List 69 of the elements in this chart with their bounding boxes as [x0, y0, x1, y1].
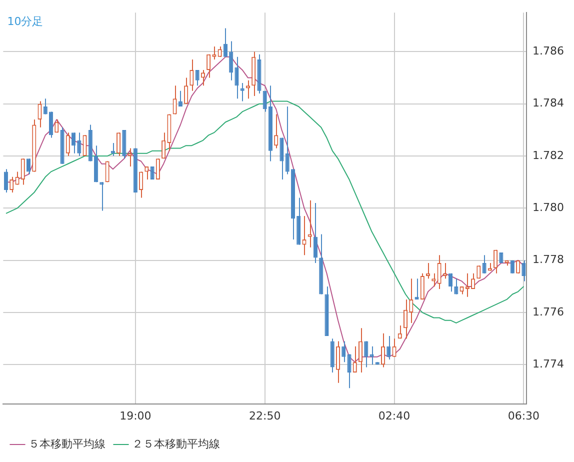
y-tick-label: 1.782: [532, 148, 564, 162]
candlestick: [66, 132, 70, 157]
candlestick: [4, 168, 8, 194]
legend-label: ５本移動平均線: [28, 437, 106, 450]
candlestick: [234, 56, 239, 100]
candlestick: [482, 254, 486, 274]
x-tick-label: 19:00: [120, 409, 152, 422]
candlestick: [206, 54, 211, 78]
candlestick: [285, 106, 290, 175]
x-tick-label: 06:30: [508, 409, 540, 422]
candlestick: [494, 249, 498, 274]
candlestick: [54, 119, 59, 134]
candlestick: [72, 132, 76, 154]
candlestick: [262, 90, 267, 112]
candlestick: [386, 335, 391, 360]
candlestick: [10, 176, 14, 194]
candlestick: [392, 338, 396, 358]
candlestick: [77, 132, 82, 157]
candlestick: [336, 340, 340, 384]
candlestick: [190, 59, 194, 92]
y-tick-label: 1.784: [532, 96, 564, 110]
candlestick: [358, 328, 363, 374]
y-tick-label: 1.778: [532, 253, 564, 266]
candlestick: [404, 298, 408, 340]
y-tick-label: 1.774: [532, 358, 564, 371]
chart-title: 10分足: [7, 14, 44, 28]
candlestick: [437, 254, 442, 290]
candlestick: [398, 325, 402, 340]
candlestick: [38, 100, 42, 128]
candlestick: [200, 69, 205, 86]
legend-label: ２５本移動平均線: [132, 437, 220, 450]
candlestick: [352, 346, 357, 374]
candlestick: [43, 98, 48, 115]
candlestick: [184, 77, 188, 104]
candlestick: [280, 137, 284, 180]
candlestick: [26, 158, 31, 175]
candlestick: [342, 340, 346, 363]
candlestick: [144, 166, 149, 180]
x-tick-label: 22:50: [249, 409, 281, 422]
candlestick: [302, 216, 306, 256]
candlestick: [347, 354, 352, 389]
candlestick: [420, 272, 424, 300]
candlestick: [223, 28, 228, 58]
candlestick: [370, 346, 374, 366]
candlestick: [49, 111, 54, 138]
candlestick: [522, 260, 526, 282]
candlestick: [499, 252, 504, 263]
candlestick: [448, 272, 453, 292]
y-tick-label: 1.780: [532, 201, 564, 214]
candlestick: [274, 114, 278, 149]
candlestick: [195, 69, 200, 86]
candlestick: [313, 202, 318, 264]
candlestick: [471, 272, 476, 290]
candlestick: [178, 90, 182, 107]
candlestick: [409, 278, 414, 324]
candlestick: [380, 332, 386, 368]
candlestick: [364, 340, 368, 368]
y-tick-label: 1.786: [532, 44, 564, 58]
candlestick: [172, 85, 177, 115]
candlestick: [240, 82, 244, 102]
candlestick: [454, 278, 458, 295]
candlestick: [116, 132, 121, 157]
y-tick-label: 1.776: [532, 305, 564, 318]
candlestick: [139, 171, 144, 198]
x-tick-label: 02:40: [378, 409, 410, 422]
candlestick: [20, 158, 25, 186]
candlestick: [229, 40, 234, 81]
candlestick: [15, 171, 20, 186]
candlestick: [162, 132, 166, 160]
